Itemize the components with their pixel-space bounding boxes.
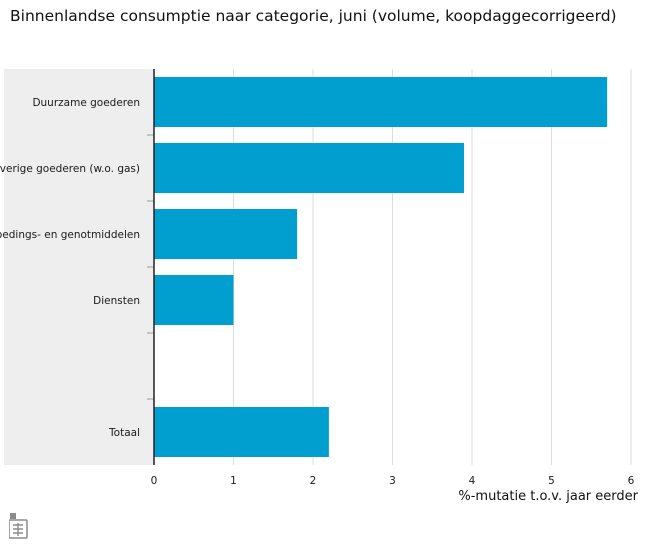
bar bbox=[154, 209, 298, 259]
category-label: Totaal bbox=[108, 427, 140, 439]
category-label: Duurzame goederen bbox=[32, 97, 140, 109]
x-tick-label: 2 bbox=[310, 475, 317, 487]
bar bbox=[154, 275, 234, 325]
x-tick-label: 4 bbox=[469, 475, 476, 487]
bars-group bbox=[154, 77, 608, 457]
category-label-panel bbox=[4, 69, 154, 465]
chart-title: Binnenlandse consumptie naar categorie, … bbox=[10, 7, 617, 25]
x-tick-label: 5 bbox=[548, 475, 555, 487]
category-label: Voedings- en genotmiddelen bbox=[0, 229, 140, 241]
category-labels: Duurzame goederen Overige goederen (w.o. … bbox=[0, 97, 154, 439]
x-axis-label: %-mutatie t.o.v. jaar eerder bbox=[458, 489, 638, 504]
category-label: Overige goederen (w.o. gas) bbox=[0, 163, 140, 175]
x-tick-label: 1 bbox=[230, 475, 237, 487]
x-tick-labels: 0 1 2 3 4 5 6 bbox=[151, 475, 635, 487]
bar bbox=[154, 77, 608, 127]
bar bbox=[154, 143, 465, 193]
gridlines bbox=[233, 69, 632, 465]
bar bbox=[154, 407, 329, 457]
x-tick-label: 3 bbox=[389, 475, 396, 487]
category-label: Diensten bbox=[93, 295, 140, 307]
cbs-logo-icon bbox=[9, 513, 28, 539]
x-tick-label: 6 bbox=[628, 475, 635, 487]
x-tick-label: 0 bbox=[151, 475, 158, 487]
